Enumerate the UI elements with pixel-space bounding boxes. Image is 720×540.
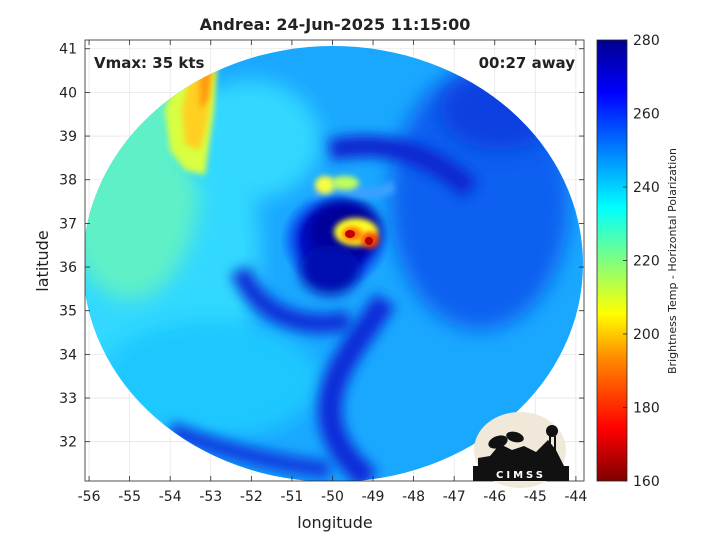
y-tick-label: 33 (59, 391, 77, 407)
x-tick-label: -47 (443, 489, 466, 505)
axes-frame (84, 39, 585, 482)
colorbar-tick-label: 180 (633, 401, 660, 417)
y-axis-label: latitude (33, 230, 52, 291)
y-tick-label: 35 (59, 304, 77, 320)
x-axis-label: longitude (297, 513, 372, 532)
colorbar-tick-label: 200 (633, 327, 660, 343)
cimss-logo: CIMSS (473, 412, 569, 488)
y-tick-label: 38 (59, 173, 77, 189)
y-tick-label: 39 (59, 129, 77, 145)
colorbar-tick-label: 160 (633, 474, 660, 490)
y-ticks: 41 40 39 38 37 36 35 34 33 32 (59, 42, 584, 451)
colorbar-tick-label: 240 (633, 180, 660, 196)
x-tick-label: -44 (564, 489, 587, 505)
y-tick-label: 41 (59, 42, 77, 58)
y-tick-label: 40 (59, 85, 77, 101)
colorbar-tick-label: 220 (633, 254, 660, 270)
logo-text: CIMSS (496, 470, 546, 481)
colorbar-tick-label: 260 (633, 107, 660, 123)
x-tick-label: -49 (362, 489, 385, 505)
x-tick-label: -51 (280, 489, 303, 505)
colorbar-label: Brightness Temp - Horizontal Polarizatio… (666, 148, 679, 374)
chart-title: Andrea: 24-Jun-2025 11:15:00 (200, 15, 471, 34)
x-tick-label: -48 (402, 489, 425, 505)
x-tick-label: -54 (159, 489, 182, 505)
x-tick-label: -55 (118, 489, 141, 505)
y-tick-label: 32 (59, 435, 77, 451)
x-tick-label: -52 (240, 489, 263, 505)
colorbar-tick-label: 280 (633, 33, 660, 49)
x-tick-label: -56 (78, 489, 101, 505)
x-tick-label: -50 (321, 489, 344, 505)
y-tick-label: 36 (59, 260, 77, 276)
away-annotation: 00:27 away (479, 54, 576, 72)
x-ticks: -56 -55 -54 -53 -52 -51 -50 -49 -48 -47 -46 -45 -44 (78, 40, 587, 505)
x-tick-label: -46 (483, 489, 506, 505)
y-tick-label: 34 (59, 347, 77, 363)
colorbar-ticks: 280 260 240 220 200 180 160 (623, 33, 660, 490)
vmax-annotation: Vmax: 35 kts (94, 54, 204, 72)
x-tick-label: -53 (199, 489, 222, 505)
x-tick-label: -45 (524, 489, 547, 505)
y-tick-label: 37 (59, 216, 77, 232)
colorbar (596, 39, 628, 482)
